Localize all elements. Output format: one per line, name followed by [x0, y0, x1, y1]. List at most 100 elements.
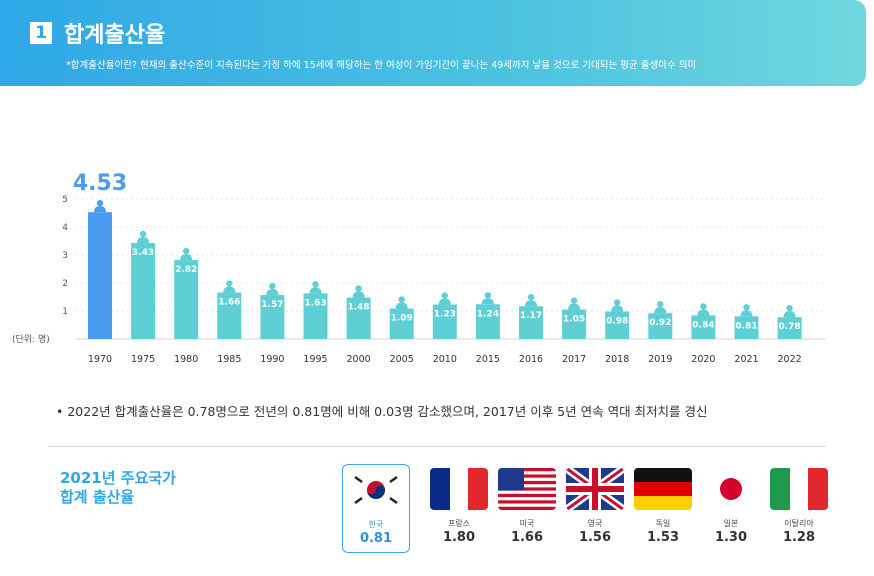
bar [174, 260, 199, 339]
bar [346, 297, 371, 339]
comparison-title-line2: 합계 출산율 [60, 488, 135, 506]
x-tick-label: 2018 [605, 354, 629, 365]
person-icon-body [309, 287, 322, 294]
section-divider [48, 446, 826, 447]
bar [691, 315, 716, 339]
y-tick-label: 5 [62, 195, 68, 205]
y-axis-unit: (단위: 명) [12, 334, 50, 345]
person-icon [355, 285, 362, 292]
bar [303, 293, 328, 339]
header-banner: 1 합계출산율 *합계출산율이란? 현재의 출산수준이 지속된다는 가정 하에 … [0, 0, 866, 86]
country-name: 영국 [587, 519, 603, 528]
person-icon-body [654, 307, 667, 314]
person-icon-body [94, 206, 106, 213]
person-icon-body [266, 289, 279, 296]
x-tick-label: 2020 [691, 354, 715, 365]
person-icon-body [223, 286, 236, 293]
data-label: 1.63 [304, 298, 326, 308]
data-label: 1.09 [391, 313, 413, 323]
person-icon-body [438, 298, 451, 305]
person-icon-body [352, 291, 365, 298]
person-icon [700, 303, 707, 310]
person-icon [786, 304, 793, 312]
y-tick-label: 3 [62, 251, 68, 261]
person-icon-body [740, 310, 753, 317]
person-icon-body [180, 254, 193, 261]
japan-flag-icon [702, 468, 760, 510]
data-label: 1.57 [261, 300, 283, 310]
x-tick-label: 2010 [433, 354, 457, 365]
data-label: 0.84 [692, 320, 714, 330]
country-rate: 1.80 [442, 530, 476, 545]
person-icon-body [137, 236, 150, 243]
person-icon-body [568, 303, 581, 310]
person-icon-body [395, 302, 408, 309]
y-tick-label: 2 [62, 279, 68, 289]
country-card: 미국 1.66 [496, 468, 558, 545]
uk-flag-icon [566, 468, 624, 510]
comparison-title-line1: 2021년 주요국가 [60, 469, 176, 487]
section-number: 1 [30, 22, 52, 44]
bar [562, 309, 587, 339]
usa-flag-icon [498, 468, 556, 510]
x-tick-label: 2016 [519, 354, 543, 365]
country-rate: 1.30 [714, 530, 748, 545]
person-icon [96, 199, 104, 207]
y-tick-label: 1 [62, 307, 68, 317]
person-icon [527, 294, 535, 301]
x-tick-label: 2000 [347, 354, 371, 365]
germany-flag-icon [634, 468, 692, 510]
person-icon [441, 292, 448, 299]
person-icon [743, 304, 750, 311]
country-name: 프랑스 [447, 519, 471, 528]
data-label: 2.82 [175, 265, 197, 275]
bar [648, 313, 673, 339]
country-rate: 1.66 [510, 530, 544, 545]
person-icon [398, 296, 405, 303]
bar [88, 212, 112, 339]
person-icon [139, 230, 147, 238]
data-label: 0.78 [778, 322, 800, 332]
person-icon-body [783, 311, 796, 318]
x-tick-label: 1990 [260, 354, 284, 365]
country-rate: 1.56 [578, 530, 612, 545]
x-tick-label: 2019 [648, 354, 672, 365]
country-rate: 1.28 [782, 530, 816, 545]
person-icon-body [697, 309, 710, 316]
x-tick-label: 2017 [562, 354, 586, 365]
page-subtitle: *합계출산율이란? 현재의 출산수준이 지속된다는 가정 하에 15세에 해당하… [66, 60, 697, 71]
x-tick-label: 1970 [88, 354, 112, 365]
data-label-highlight: 4.53 [73, 171, 127, 196]
page-title: 합계출산율 [64, 23, 166, 48]
country-name: 이탈리아 [784, 519, 814, 528]
bar [260, 295, 285, 339]
country-card: 이탈리아 1.28 [768, 468, 830, 545]
person-icon [226, 280, 233, 287]
data-label: 1.23 [434, 310, 456, 320]
person-icon [269, 282, 276, 290]
bar [389, 308, 414, 339]
person-icon-body [481, 298, 494, 305]
x-tick-label: 2005 [390, 354, 414, 365]
country-card: 한국 0.81 [342, 464, 410, 553]
country-card: 프랑스 1.80 [428, 468, 490, 545]
data-label: 1.66 [218, 298, 240, 308]
france-flag-icon [430, 468, 488, 510]
bar [605, 311, 630, 339]
x-tick-label: 2021 [734, 354, 758, 365]
country-rate: 0.81 [359, 531, 393, 546]
bar [475, 304, 500, 339]
data-label: 1.17 [520, 311, 542, 321]
data-label: 0.98 [606, 317, 628, 327]
x-tick-label: 1975 [131, 354, 155, 365]
bar [734, 316, 759, 339]
data-label: 1.05 [563, 315, 585, 325]
data-label: 3.43 [132, 248, 154, 258]
x-tick-label: 1995 [303, 354, 327, 365]
country-name: 미국 [519, 519, 535, 528]
x-tick-label: 2015 [476, 354, 500, 365]
country-card: 일본 1.30 [700, 468, 762, 545]
bar [777, 317, 802, 339]
comparison-title: 2021년 주요국가 합계 출산율 [60, 469, 176, 507]
x-tick-label: 1980 [174, 354, 198, 365]
